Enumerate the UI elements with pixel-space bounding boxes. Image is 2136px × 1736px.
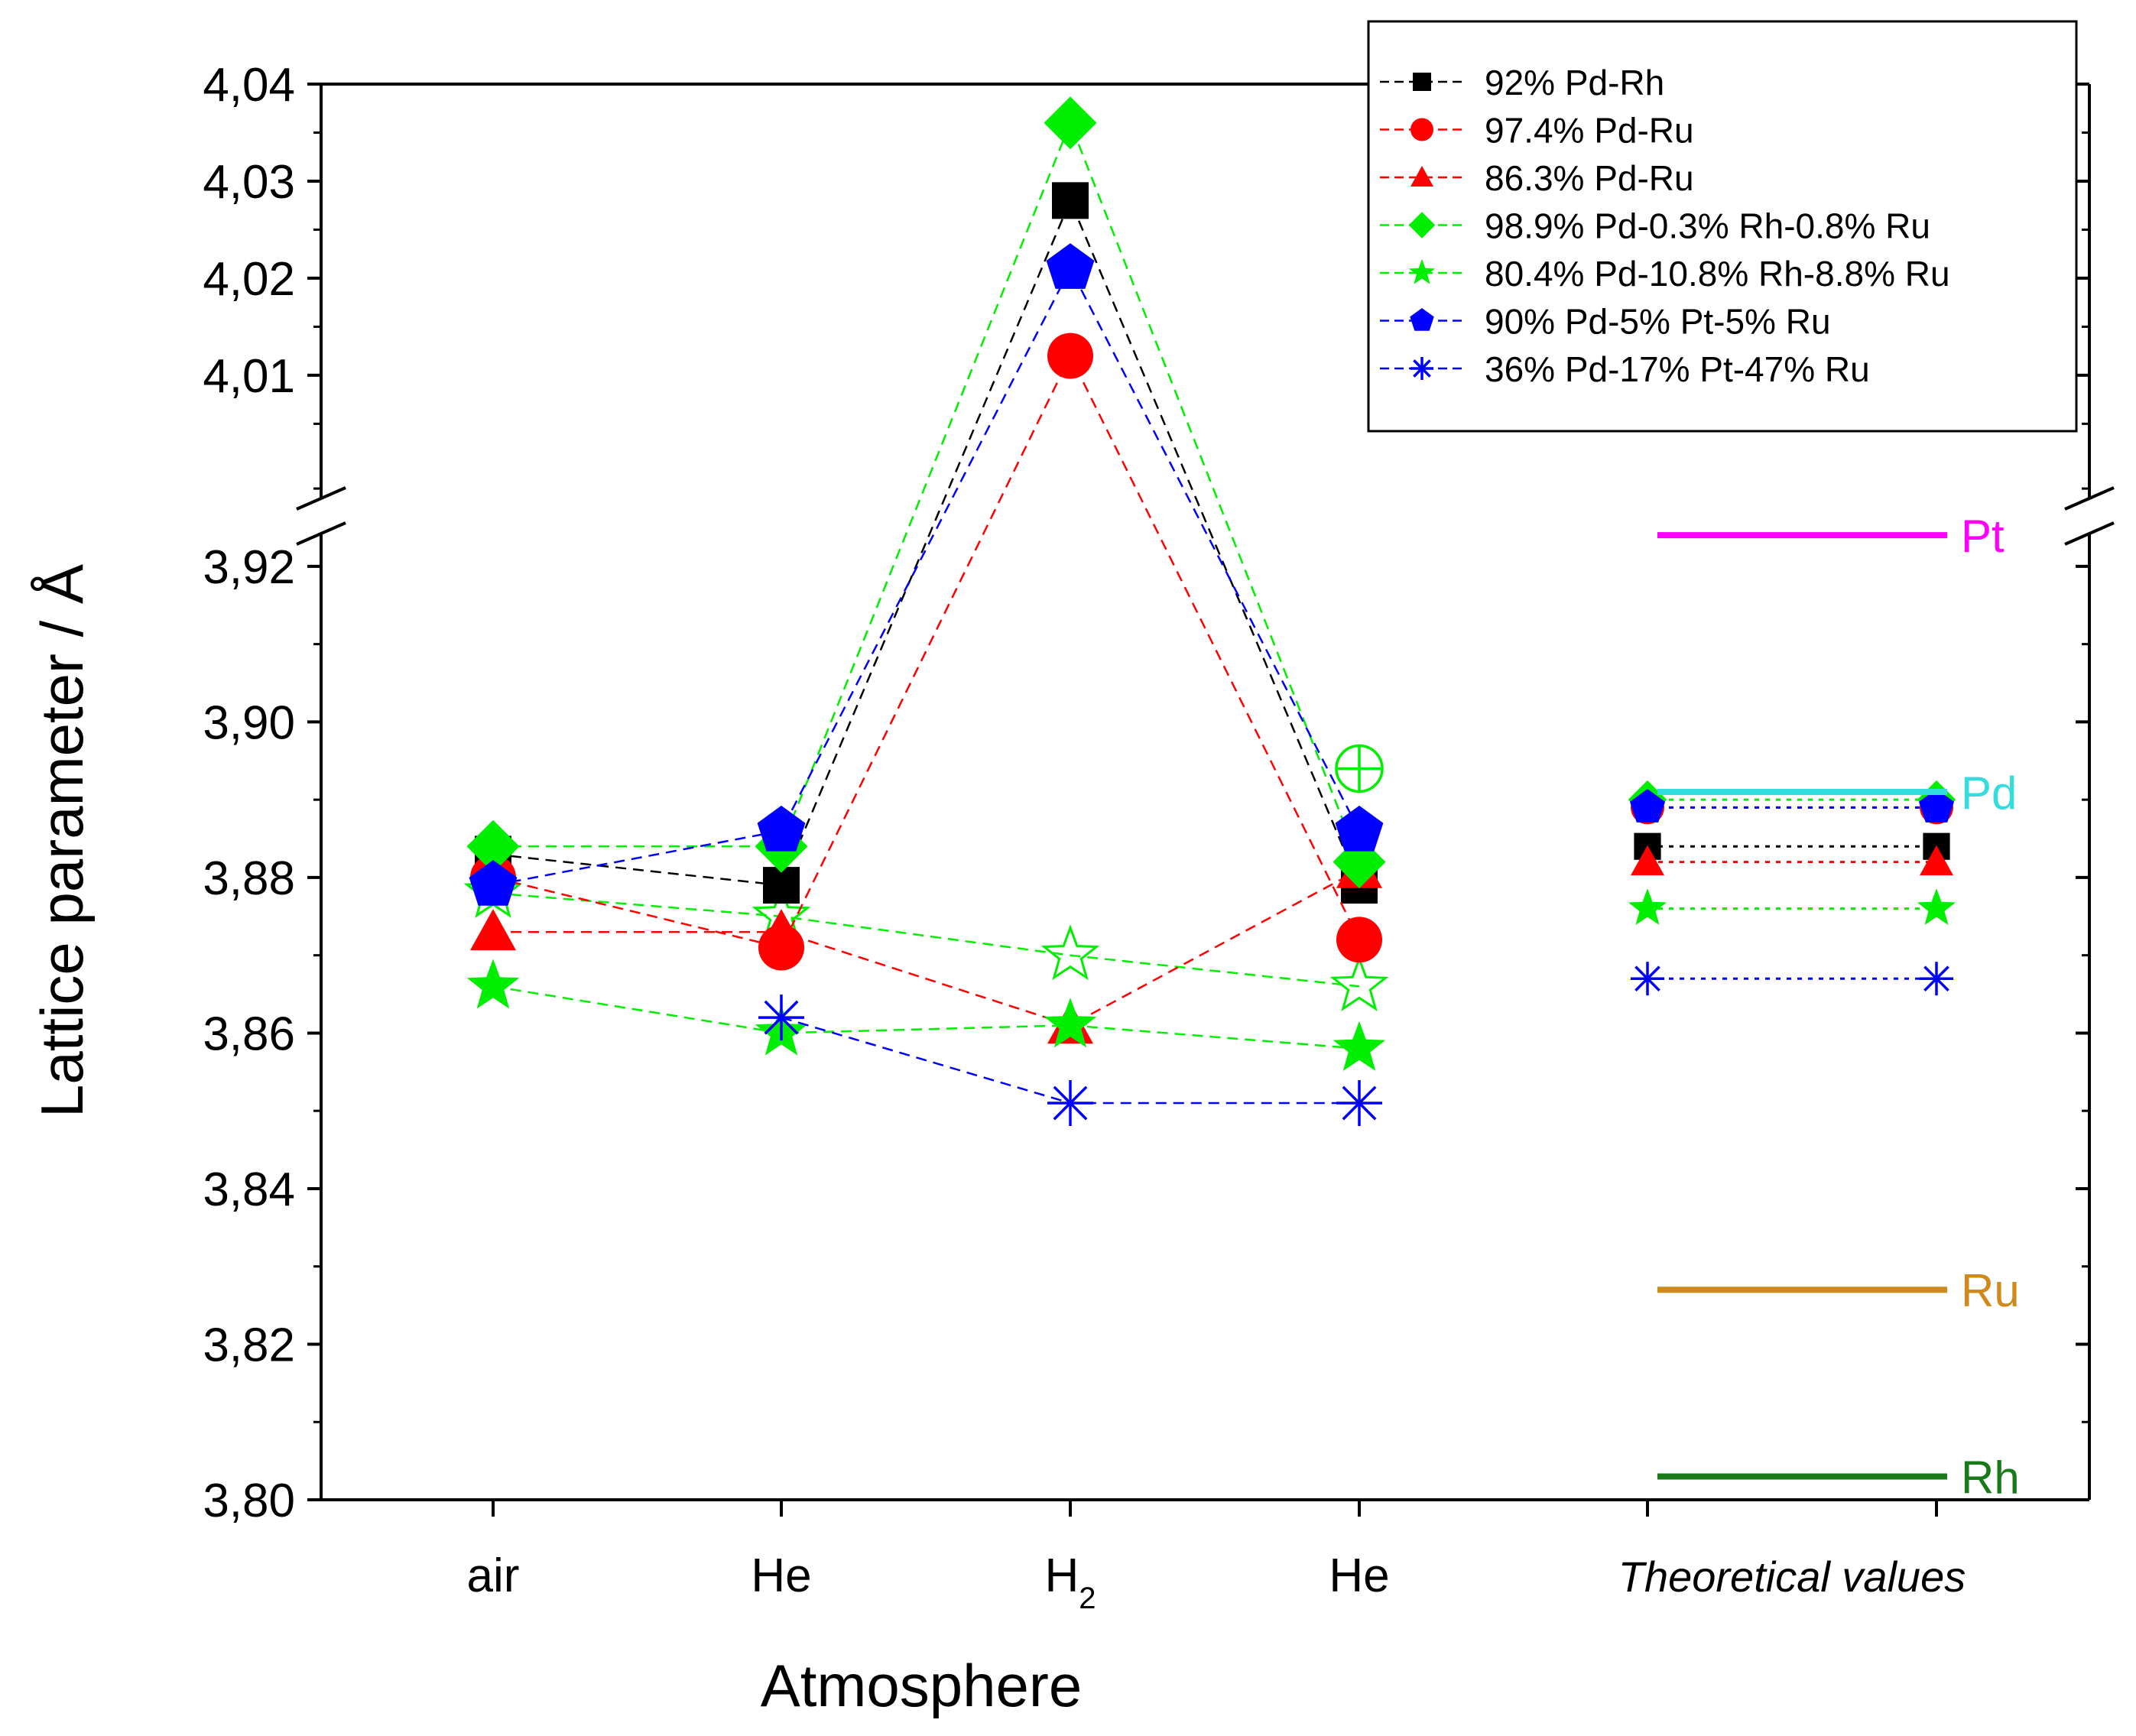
series-5	[469, 243, 1954, 906]
extra-series-0-point-2	[1040, 924, 1100, 981]
legend-label-0: 92% Pd-Rh	[1485, 63, 1664, 102]
series-4-theoretical-point-1	[1917, 888, 1956, 925]
series-2-point-1	[758, 909, 804, 951]
series-5-point-3	[1335, 805, 1384, 852]
series-5-theoretical-point-1	[1919, 789, 1954, 823]
x-tick-label-2-sub: 2	[1079, 1582, 1096, 1615]
legend-marker-0	[1413, 73, 1431, 91]
series-4-point-2	[1044, 998, 1097, 1048]
axis-break-mark-0-b	[296, 521, 346, 546]
series-0-line	[492, 198, 1361, 887]
series-0-point-2	[1052, 182, 1089, 219]
legend-label-4: 80.4% Pd-10.8% Rh-8.8% Ru	[1485, 254, 1950, 294]
y-tick-label-lower-3: 3,86	[203, 1008, 295, 1060]
x-tick-label-3: He	[1329, 1549, 1389, 1602]
y-tick-label-upper-0: 4,01	[203, 350, 295, 403]
series-2-theoretical-point-0	[1631, 845, 1664, 876]
x-tick-label-2-main: H	[1044, 1549, 1079, 1602]
y-axis-label: Lattice parameter / Å	[28, 564, 96, 1118]
y-tick-label-lower-2: 3,84	[203, 1163, 295, 1216]
extra-series-0-point-3	[1329, 956, 1389, 1011]
y-tick-label-upper-3: 4,04	[203, 59, 295, 112]
series-3-point-0	[466, 819, 520, 873]
series-6-point-1-stroke	[764, 1000, 799, 1035]
series-1-point-3	[1336, 917, 1382, 963]
legend-box	[1367, 20, 2078, 433]
series-layer	[463, 96, 1956, 1127]
legend-label-1: 97.4% Pd-Ru	[1485, 111, 1694, 151]
series-2-point-0	[470, 909, 516, 951]
series-1-point-2	[1047, 333, 1093, 379]
y-tick-label-lower-4: 3,88	[203, 852, 295, 905]
x-tick-label-0-main: air	[467, 1549, 520, 1602]
series-0-point-1	[763, 867, 800, 904]
series-6-theoretical-point-1-stroke	[1923, 965, 1949, 992]
legend-marker-3	[1408, 212, 1436, 238]
x-tick-label-1-main: He	[751, 1549, 811, 1602]
x-tick-label-1: He	[751, 1549, 811, 1602]
axis-break-mark-1-a	[2064, 486, 2115, 511]
legend-marker-1	[1410, 118, 1433, 141]
x-tick-label-0: air	[467, 1549, 520, 1602]
theoretical-values-label: Theoretical values	[1618, 1553, 1966, 1601]
series-2-theoretical-point-1	[1920, 845, 1953, 876]
reference-label-pd: Pd	[1961, 767, 2017, 819]
legend-marker-6	[1410, 357, 1433, 380]
series-5-point-2	[1046, 243, 1095, 289]
x-axis-label: Atmosphere	[761, 1652, 1083, 1719]
series-4-line	[492, 985, 1360, 1050]
y-tick-label-upper-2: 4,03	[203, 156, 295, 209]
series-2-line	[493, 868, 1360, 1027]
y-tick-label-upper-1: 4,02	[203, 253, 295, 306]
legend-label-5: 90% Pd-5% Pt-5% Ru	[1485, 302, 1831, 342]
legend-marker-4	[1408, 259, 1436, 284]
legend-marker-2	[1410, 166, 1433, 187]
series-6	[758, 962, 1953, 1127]
series-6-theoretical-point-0	[1631, 962, 1664, 996]
x-tick-label-2: H2	[1044, 1549, 1096, 1615]
series-4-point-0	[466, 959, 520, 1009]
legend-label-3: 98.9% Pd-0.3% Rh-0.8% Ru	[1485, 206, 1930, 246]
series-5-theoretical-point-0	[1630, 789, 1665, 823]
extra-series-1-point-3	[1335, 744, 1384, 793]
x-tick-label-3-main: He	[1329, 1549, 1389, 1602]
legend: 92% Pd-Rh 97.4% Pd-Ru 86.3% Pd-Ru 98.9% Pd-…	[1367, 20, 2078, 433]
axis-break-mark-0-a	[296, 486, 346, 511]
y-tick-label-lower-0: 3,80	[203, 1475, 295, 1527]
axis-break-mark-1-b	[2064, 521, 2115, 546]
series-6-point-2-stroke	[1053, 1085, 1088, 1121]
reference-label-ru: Ru	[1961, 1265, 2020, 1316]
legend-marker-6-stroke	[1413, 359, 1431, 378]
extra-series-0-line	[492, 892, 1360, 988]
y-tick-label-lower-1: 3,82	[203, 1319, 295, 1371]
series-3-line	[493, 120, 1361, 863]
series-1-line	[492, 353, 1361, 949]
reference-label-rh: Rh	[1961, 1452, 2020, 1503]
series-3-point-2	[1044, 96, 1097, 150]
series-4-theoretical-point-0	[1628, 888, 1667, 925]
series-6-theoretical-point-0-stroke	[1634, 965, 1660, 992]
legend-label-2: 86.3% Pd-Ru	[1485, 158, 1694, 198]
reference-lines-layer: Pt Pd Ru Rh	[1657, 511, 2020, 1503]
series-6-point-1	[758, 995, 804, 1041]
series-5-point-0	[469, 860, 518, 906]
series-6-point-2	[1047, 1080, 1093, 1127]
y-tick-label-lower-6: 3,92	[203, 541, 295, 594]
series-5-point-1	[757, 805, 806, 852]
legend-marker-5	[1410, 308, 1434, 331]
series-5-line	[492, 266, 1361, 887]
axes-layer: 3,80 3,82 3,84 3,86 3,88 3,90 3,92 4,01 4,02 4,03…	[203, 59, 2115, 1615]
extra-series-1	[1335, 744, 1384, 793]
series-6-point-3	[1336, 1080, 1382, 1127]
y-tick-label-lower-5: 3,90	[203, 696, 295, 749]
series-4-point-3	[1333, 1021, 1386, 1071]
series-6-theoretical-point-1	[1920, 962, 1953, 996]
legend-label-6: 36% Pd-17% Pt-47% Ru	[1485, 349, 1870, 389]
reference-label-pt: Pt	[1961, 511, 2005, 562]
series-6-point-3-stroke	[1342, 1085, 1377, 1121]
